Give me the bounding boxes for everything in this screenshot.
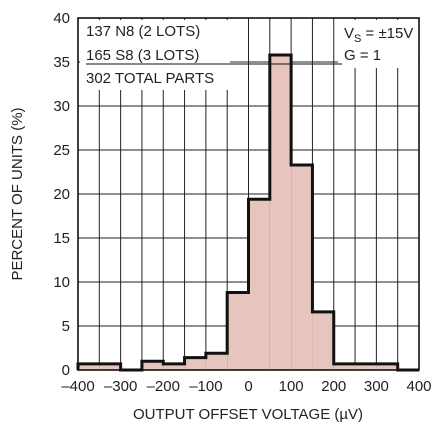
histogram-bar	[333, 363, 356, 370]
y-axis-title: PERCENT OF UNITS (%)	[9, 107, 26, 280]
legend-line-n8: 137 N8 (2 LOTS)	[86, 23, 200, 40]
tick-labels: 0 5 10 15 20 25 30 35 40 –400 –300 –200 –100 0 100 200 3…	[53, 10, 431, 395]
x-tick-label: 100	[279, 378, 304, 395]
y-tick-label: 5	[62, 318, 70, 335]
histogram-bar	[141, 361, 164, 370]
y-tick-label: 0	[62, 362, 70, 379]
legend-s8-text: S8 (3 LOTS)	[111, 47, 199, 64]
y-tick-label: 25	[53, 142, 70, 159]
x-tick-label: 200	[321, 378, 346, 395]
x-tick-label: 0	[244, 378, 252, 395]
histogram-bar	[205, 353, 228, 370]
x-tick-label: –400	[61, 378, 94, 395]
histogram-bar	[376, 363, 398, 370]
x-axis-title: OUTPUT OFFSET VOLTAGE (µV)	[133, 406, 363, 423]
histogram-bar	[312, 311, 334, 370]
histogram-bar	[291, 164, 313, 370]
y-tick-label: 15	[53, 230, 70, 247]
x-tick-label: –300	[104, 378, 137, 395]
histogram-bar	[269, 54, 292, 371]
legend-left-background	[80, 20, 230, 90]
x-tick-label: –100	[189, 378, 222, 395]
histogram-bar	[184, 357, 206, 370]
x-tick-label: –200	[147, 378, 180, 395]
legend-line-total: 302 TOTAL PARTS	[86, 70, 214, 87]
y-tick-label: 10	[53, 274, 70, 291]
x-tick-label: 300	[364, 378, 389, 395]
histogram-bar	[163, 363, 185, 370]
legend-right-background	[338, 20, 418, 68]
gain-label: G = 1	[344, 47, 381, 64]
supply-voltage-label: VS = ±15V	[344, 25, 413, 45]
legend-s8-count: 165	[86, 47, 111, 64]
plot-frame	[77, 17, 420, 371]
histogram-bar	[99, 363, 121, 370]
y-tick-label: 40	[53, 10, 70, 27]
histogram-bars	[76, 53, 419, 372]
y-tick-label: 35	[53, 54, 70, 71]
y-tick-label: 20	[53, 186, 70, 203]
legend-line-s8: 165 S8 (3 LOTS)	[86, 47, 199, 64]
y-tick-label: 30	[53, 98, 70, 115]
histogram-bar	[248, 199, 270, 370]
histogram-bar	[355, 363, 377, 370]
x-tick-label: 400	[406, 378, 431, 395]
histogram-bar	[227, 292, 249, 370]
histogram-bar	[78, 363, 100, 370]
